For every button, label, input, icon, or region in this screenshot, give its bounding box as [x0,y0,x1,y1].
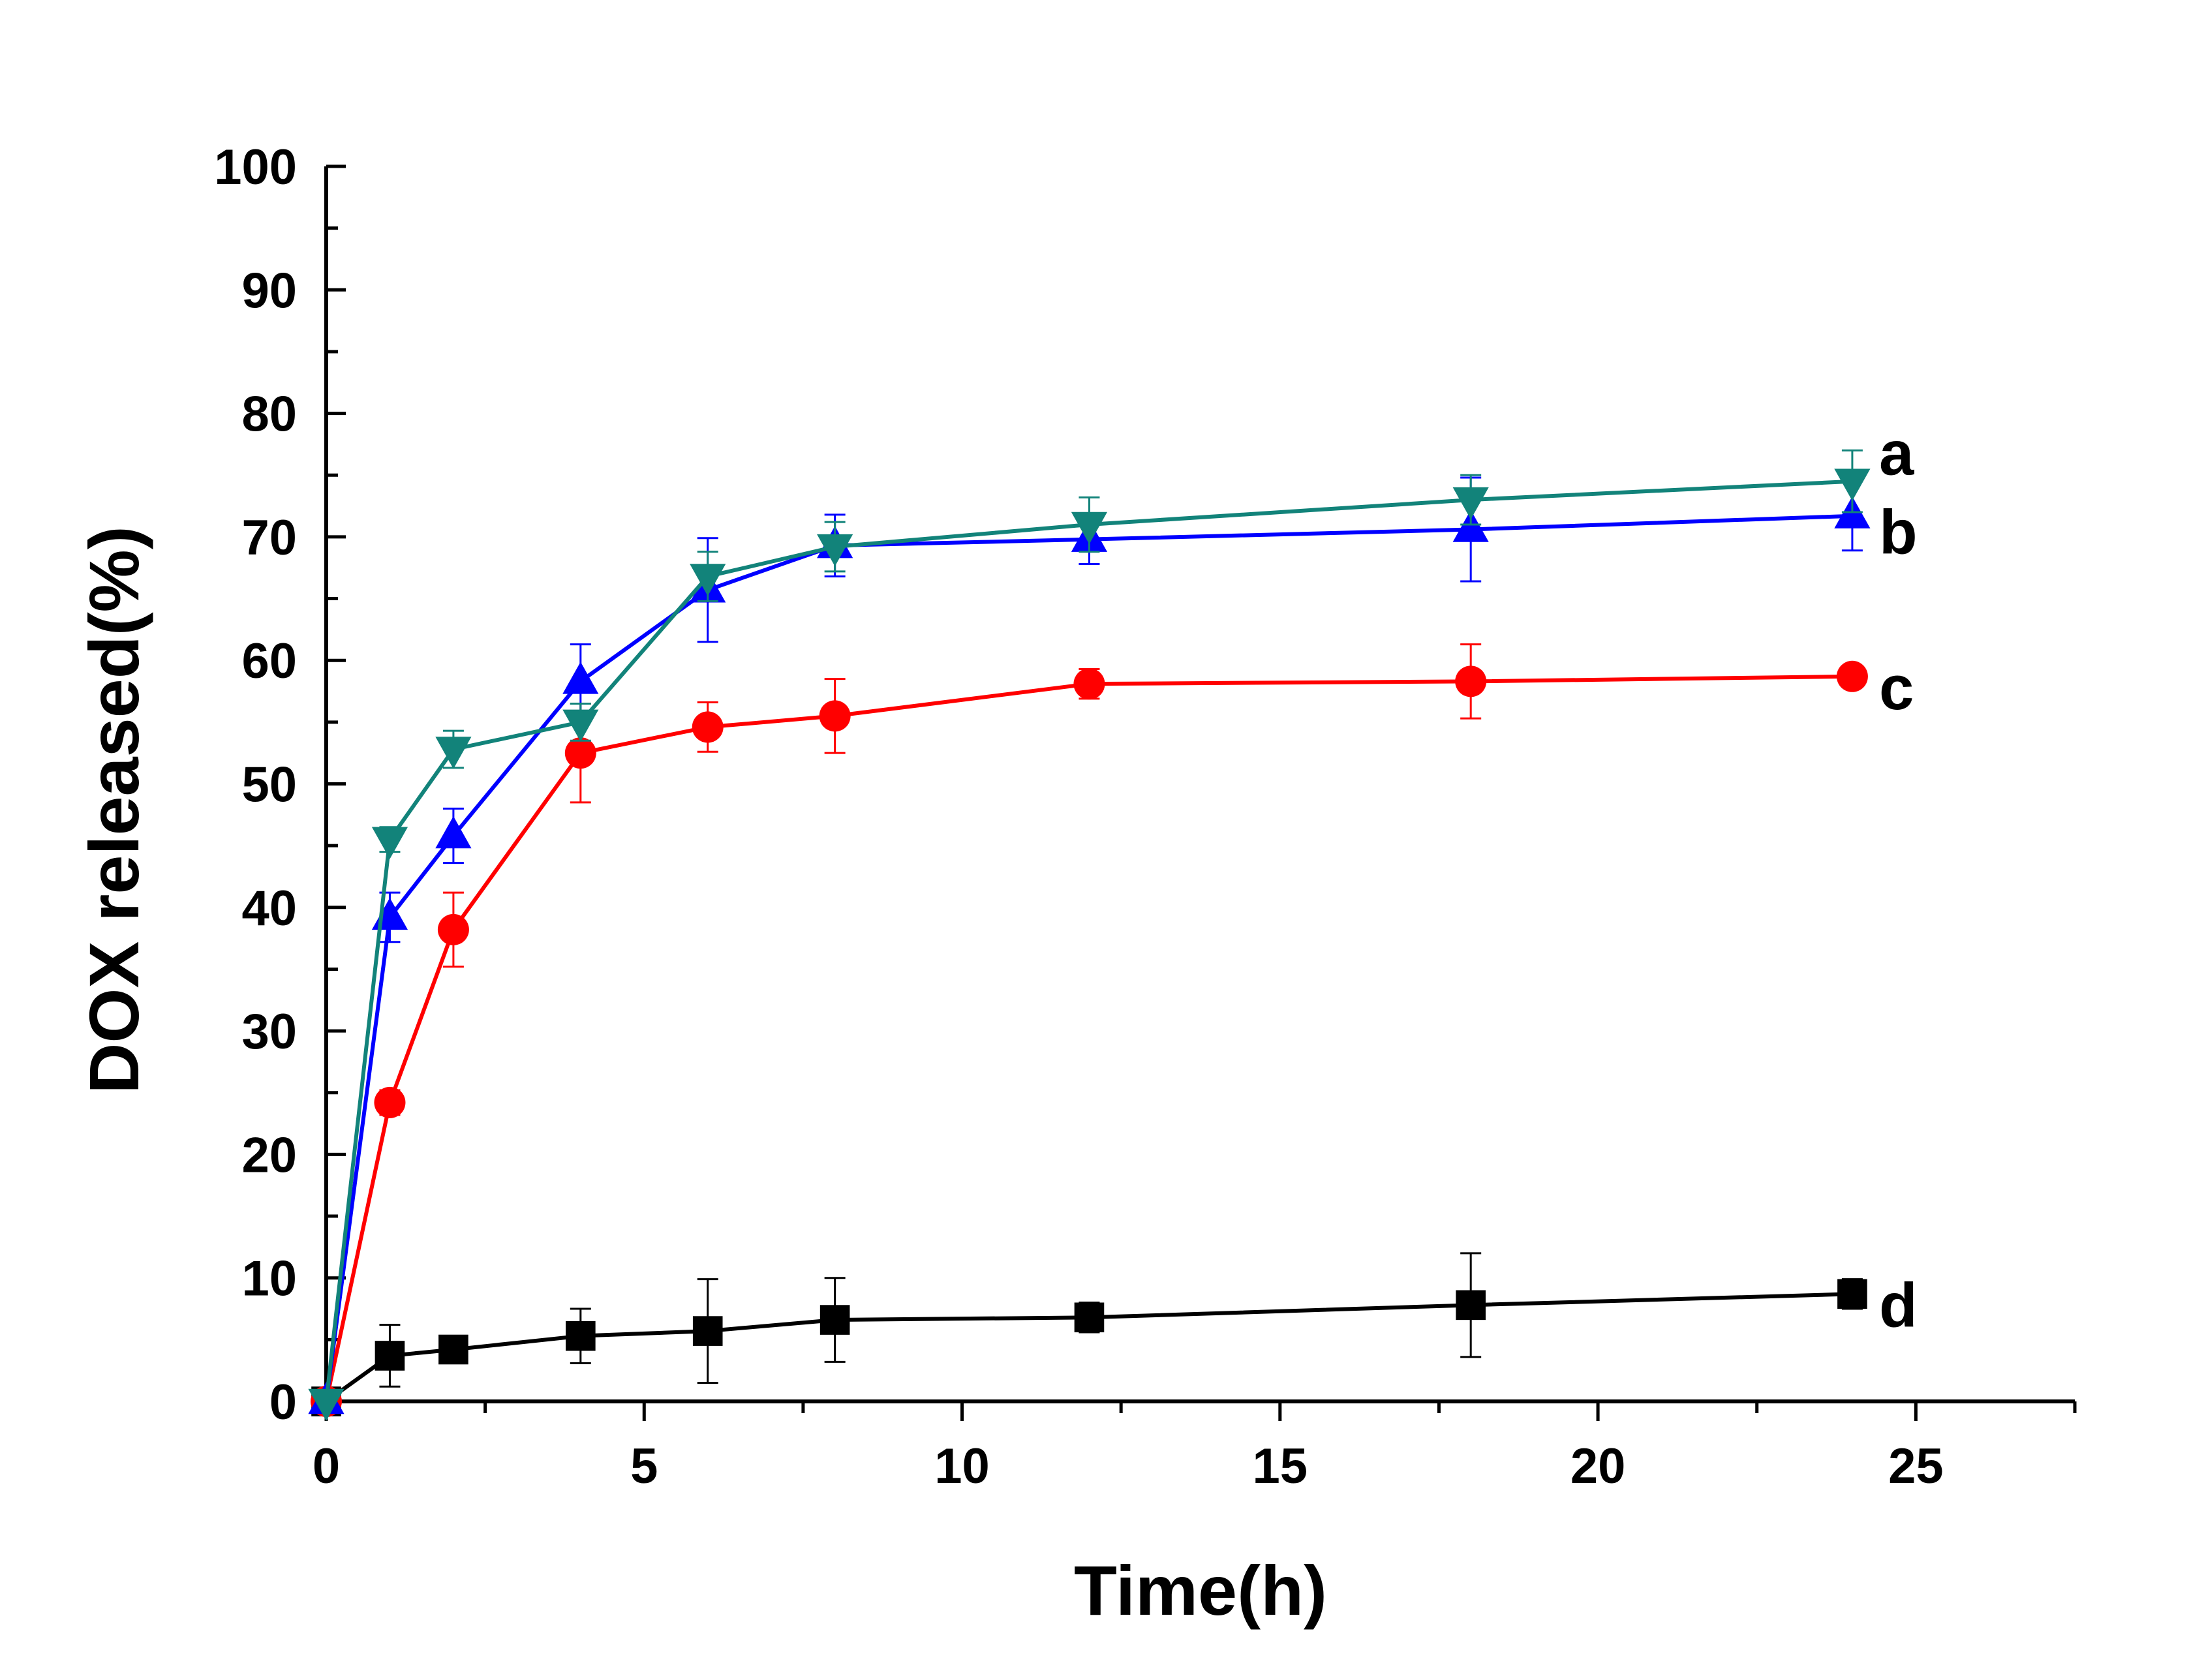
series-line [324,674,1852,1402]
data-point [308,1388,344,1421]
x-tick-label: 0 [313,1439,340,1494]
y-tick-label: 10 [241,1251,297,1307]
data-point [375,1341,405,1371]
data-point [562,662,599,694]
x-axis-title: Time(h) [1074,1551,1327,1630]
y-tick-label: 40 [241,881,297,936]
y-tick-label: 20 [241,1127,297,1183]
data-point [371,827,408,859]
y-tick-label: 100 [214,140,297,195]
y-tick-label: 90 [241,263,297,318]
x-tick-label: 15 [1253,1439,1308,1494]
series-label-c: c [1879,653,1914,723]
series-c [311,643,1868,1417]
data-point [692,1316,723,1346]
data-point [1071,512,1108,544]
y-tick-label: 60 [241,634,297,689]
series-b [308,476,1871,1414]
y-axis-title: DOX released(%) [74,526,153,1093]
axes: 0 5 10 15 20 25 0 10 20 30 40 50 60 70 80 90 100 [214,140,2077,1494]
series-d [311,1252,1867,1416]
data-point [1074,1302,1105,1333]
data-point [817,534,853,567]
data-point [1455,665,1487,697]
data-point [562,709,599,742]
x-tick-label: 10 [934,1439,990,1494]
data-point [1834,468,1871,501]
data-point [438,1334,468,1365]
series-line [324,513,1853,1402]
series-label-b: b [1879,498,1918,568]
y-tick-label: 70 [241,510,297,566]
data-point [1073,668,1105,700]
series-label-a: a [1879,419,1914,489]
data-point [374,1086,406,1118]
y-tick-label: 0 [269,1375,297,1430]
data-point [819,700,851,732]
x-tick-label: 5 [630,1439,658,1494]
data-point [435,737,472,769]
series-a [308,449,1871,1421]
plot-area: ab c d [308,419,1918,1421]
x-tick-label: 25 [1888,1439,1944,1494]
data-point [1456,1290,1486,1321]
data-point [1452,510,1489,542]
series-line [324,479,1853,1402]
y-tick-label: 50 [241,757,297,813]
data-point [1452,487,1489,520]
data-point [690,564,726,596]
x-tick-label: 20 [1570,1439,1626,1494]
data-point [435,816,472,849]
data-point [819,1305,850,1335]
data-point [1837,1279,1867,1309]
data-point [1836,660,1868,692]
y-tick-label: 80 [241,387,297,442]
data-point [437,913,469,945]
data-point [692,711,724,743]
y-tick-label: 30 [241,1004,297,1060]
data-point [566,1321,596,1351]
data-point [564,737,596,769]
series-label-d: d [1879,1270,1918,1340]
